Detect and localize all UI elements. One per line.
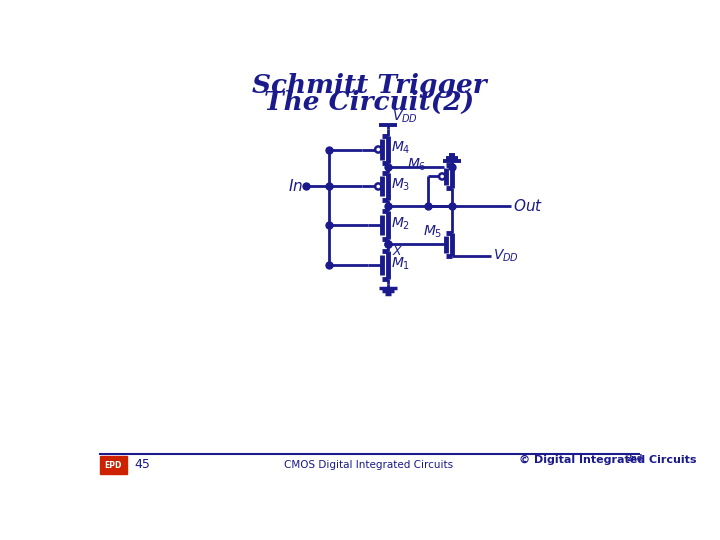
Text: CMOS Digital Integrated Circuits: CMOS Digital Integrated Circuits — [284, 460, 454, 470]
Text: $M_5$: $M_5$ — [423, 224, 442, 240]
FancyBboxPatch shape — [99, 456, 127, 475]
Text: $In$: $In$ — [288, 178, 303, 194]
Text: The Circuit(2): The Circuit(2) — [264, 90, 474, 115]
Text: $V_{DD}$: $V_{DD}$ — [493, 247, 519, 264]
Text: 45: 45 — [134, 458, 150, 471]
Text: $X$: $X$ — [392, 245, 403, 259]
Text: $Out$: $Out$ — [513, 198, 543, 214]
Text: Schmitt Trigger: Schmitt Trigger — [252, 73, 486, 98]
Text: $V_{DD}$: $V_{DD}$ — [392, 108, 418, 125]
Text: $M_2$: $M_2$ — [390, 215, 410, 232]
Text: $M_4$: $M_4$ — [390, 140, 410, 156]
Text: $M_1$: $M_1$ — [390, 255, 410, 272]
Text: 2nd: 2nd — [626, 454, 642, 463]
Text: $M_6$: $M_6$ — [407, 157, 426, 173]
Text: © Digital Integrated Circuits: © Digital Integrated Circuits — [519, 455, 697, 465]
Text: $M_3$: $M_3$ — [390, 177, 410, 193]
Text: EPD: EPD — [104, 461, 122, 470]
